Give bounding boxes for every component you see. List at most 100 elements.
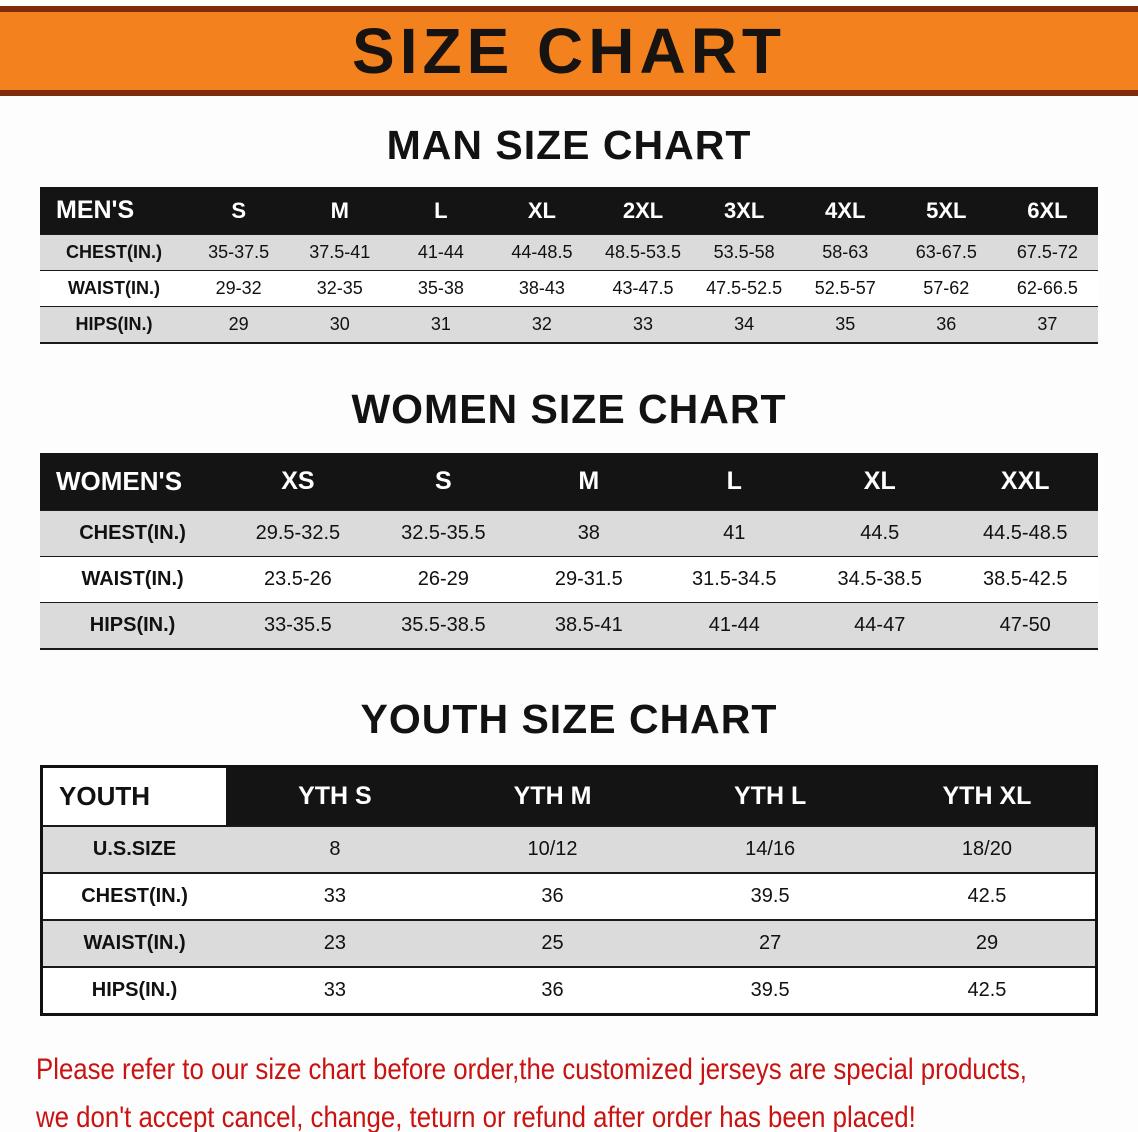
measurement-value: 29-31.5 [516,556,662,603]
size-column-header: S [188,187,290,235]
size-column-header: YTH XL [878,766,1097,826]
youth-section-title: YOUTH SIZE CHART [360,696,778,742]
measurement-value: 35 [794,306,896,343]
size-column-header: YTH L [661,766,879,826]
measurement-value: 35.5-38.5 [370,602,517,649]
measurement-label: HIPS(IN.) [40,306,189,343]
size-column-header: XXL [952,453,1098,511]
measurement-label: CHEST(IN.) [40,234,189,271]
measurement-value: 31 [390,306,492,343]
measurement-value: 33 [226,966,444,1015]
page-title: SIZE CHART [352,15,786,87]
measurement-value: 36 [443,966,662,1015]
measurement-label: WAIST(IN.) [40,270,189,307]
measurement-label: CHEST(IN.) [41,872,227,920]
measurement-value: 8 [226,825,444,873]
table-header-row: MEN'S S M L XL 2XL 3XL 4XL 5XL 6XL [40,187,1098,235]
table-row: CHEST(IN.) 35-37.5 37.5-41 41-44 44-48.5 48.5… [40,234,1098,271]
measurement-value: 23 [226,919,444,967]
measurement-value: 32 [491,306,593,343]
measurement-label: CHEST(IN.) [40,510,226,557]
measurement-value: 33 [226,872,444,920]
measurement-value: 44-47 [807,602,953,649]
measurement-value: 38 [516,510,662,557]
measurement-value: 29.5-32.5 [225,510,371,557]
measurement-value: 30 [289,306,391,343]
table-header-row: YOUTH YTH S YTH M YTH L YTH XL [41,766,1097,826]
table-row: HIPS(IN.) 33-35.5 35.5-38.5 38.5-41 41-44 44-… [40,602,1098,649]
measurement-value: 35-38 [390,270,492,307]
measurement-value: 42.5 [878,966,1097,1015]
measurement-value: 35-37.5 [188,234,290,271]
size-column-header: XL [491,187,593,235]
banner: SIZE CHART [0,6,1138,96]
table-row: WAIST(IN.) 23.5-26 26-29 29-31.5 31.5-34.5 34… [40,556,1098,603]
measurement-value: 41 [661,510,808,557]
measurement-value: 41-44 [661,602,808,649]
size-column-header: YTH M [443,766,662,826]
measurement-value: 32-35 [289,270,391,307]
measurement-label: WAIST(IN.) [41,919,227,967]
measurement-value: 37.5-41 [289,234,391,271]
measurement-value: 26-29 [370,556,517,603]
youth-size-section: YOUTH SIZE CHART YOUTH YTH S YTH M YTH L YTH… [0,696,1138,1016]
measurement-value: 52.5-57 [794,270,896,307]
measurement-value: 37 [996,306,1098,343]
table-header-row: WOMEN'S XS S M L XL XXL [40,453,1098,511]
measurement-value: 38-43 [491,270,593,307]
measurement-value: 29 [878,919,1097,967]
measurement-value: 43-47.5 [592,270,694,307]
size-column-header: 3XL [693,187,795,235]
table-corner-label: YOUTH [41,766,227,826]
size-column-header: XS [225,453,371,511]
women-size-section: WOMEN SIZE CHART WOMEN'S XS S M L XL XXL CHEST(… [0,386,1138,650]
men-size-table: MEN'S S M L XL 2XL 3XL 4XL 5XL 6XL CHEST(IN.) 35-37… [40,187,1098,344]
women-section-title: WOMEN SIZE CHART [351,386,787,432]
order-notice: Please refer to our size chart before or… [36,1046,1138,1132]
measurement-value: 58-63 [794,234,896,271]
table-row: HIPS(IN.) 33 36 39.5 42.5 [41,966,1097,1015]
measurement-value: 47-50 [952,602,1098,649]
size-column-header: S [370,453,517,511]
size-column-header: M [516,453,662,511]
table-row: U.S.SIZE 8 10/12 14/16 18/20 [41,825,1097,873]
size-column-header: 4XL [794,187,896,235]
measurement-label: HIPS(IN.) [41,966,227,1015]
table-row: CHEST(IN.) 29.5-32.5 32.5-35.5 38 41 44.5 44.5… [40,510,1098,557]
measurement-value: 53.5-58 [693,234,795,271]
size-column-header: L [390,187,492,235]
measurement-value: 29-32 [188,270,290,307]
table-row: WAIST(IN.) 29-32 32-35 35-38 38-43 43-47.5 47.… [40,270,1098,307]
table-corner-label: WOMEN'S [40,453,226,511]
measurement-value: 32.5-35.5 [370,510,517,557]
measurement-value: 18/20 [878,825,1097,873]
measurement-label: WAIST(IN.) [40,556,226,603]
measurement-value: 41-44 [390,234,492,271]
measurement-value: 27 [661,919,879,967]
measurement-value: 10/12 [443,825,662,873]
measurement-value: 48.5-53.5 [592,234,694,271]
youth-size-table: YOUTH YTH S YTH M YTH L YTH XL U.S.SIZE 8 10/12… [40,765,1098,1016]
women-size-table: WOMEN'S XS S M L XL XXL CHEST(IN.) 29.5-32.5 32.5… [40,453,1098,650]
table-corner-label: MEN'S [40,187,189,235]
table-row: CHEST(IN.) 33 36 39.5 42.5 [41,872,1097,920]
measurement-value: 33 [592,306,694,343]
measurement-value: 67.5-72 [996,234,1098,271]
measurement-value: 39.5 [661,872,879,920]
measurement-value: 44.5 [807,510,953,557]
measurement-value: 36 [443,872,662,920]
measurement-value: 42.5 [878,872,1097,920]
measurement-value: 38.5-42.5 [952,556,1098,603]
size-column-header: L [661,453,808,511]
measurement-value: 63-67.5 [895,234,997,271]
measurement-value: 44.5-48.5 [952,510,1098,557]
size-column-header: 6XL [996,187,1098,235]
measurement-value: 29 [188,306,290,343]
measurement-value: 25 [443,919,662,967]
table-row: HIPS(IN.) 29 30 31 32 33 34 35 36 37 [40,306,1098,343]
table-row: WAIST(IN.) 23 25 27 29 [41,919,1097,967]
measurement-value: 31.5-34.5 [661,556,808,603]
measurement-label: HIPS(IN.) [40,602,226,649]
measurement-value: 47.5-52.5 [693,270,795,307]
size-column-header: M [289,187,391,235]
